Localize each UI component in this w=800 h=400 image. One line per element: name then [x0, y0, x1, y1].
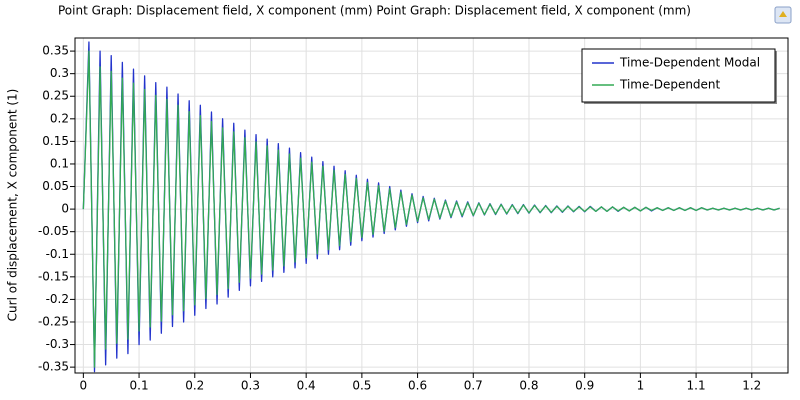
y-tick-label: -0.2: [46, 292, 69, 306]
y-tick-label: 0.25: [42, 89, 69, 103]
y-tick-label: 0.35: [42, 44, 69, 58]
x-tick-label: 0.4: [297, 379, 316, 393]
y-tick-label: 0.15: [42, 134, 69, 148]
y-axis-label: Curl of displacement, X component (1): [6, 89, 20, 322]
x-tick-label: 0.5: [352, 379, 371, 393]
y-tick-label: 0.05: [42, 179, 69, 193]
data-line: [82, 50, 780, 368]
x-tick-label: 0.1: [130, 379, 149, 393]
y-tick-label: -0.25: [38, 314, 69, 328]
legend-label: Time-Dependent: [619, 78, 721, 92]
y-tick-label: -0.05: [38, 224, 69, 238]
x-tick-label: 0: [80, 379, 88, 393]
y-tick-label: -0.35: [38, 360, 69, 374]
y-tick-label: -0.3: [46, 337, 69, 351]
x-tick-label: 0.9: [575, 379, 594, 393]
x-tick-label: 0.8: [519, 379, 538, 393]
chart-title: Point Graph: Displacement field, X compo…: [58, 4, 691, 18]
y-tick-label: 0.1: [50, 156, 69, 170]
x-tick-label: 0.2: [185, 379, 204, 393]
x-tick-label: 0.6: [408, 379, 427, 393]
x-tick-label: 1.2: [742, 379, 761, 393]
legend-label: Time-Dependent Modal: [619, 56, 760, 70]
x-tick-label: 1: [637, 379, 645, 393]
y-tick-label: -0.1: [46, 247, 69, 261]
y-tick-label: 0.3: [50, 66, 69, 80]
x-tick-label: 0.3: [241, 379, 260, 393]
y-tick-label: -0.15: [38, 269, 69, 283]
y-tick-label: 0.2: [50, 111, 69, 125]
toolbar-icon[interactable]: [774, 6, 792, 24]
x-tick-label: 1.1: [687, 379, 706, 393]
x-tick-label: 0.7: [464, 379, 483, 393]
plot-frame: [74, 37, 789, 374]
legend-box: [581, 48, 776, 103]
icon-glyph: [779, 11, 787, 17]
y-tick-label: 0: [61, 202, 69, 216]
legend: Time-Dependent Modal Time-Dependent: [581, 48, 777, 104]
